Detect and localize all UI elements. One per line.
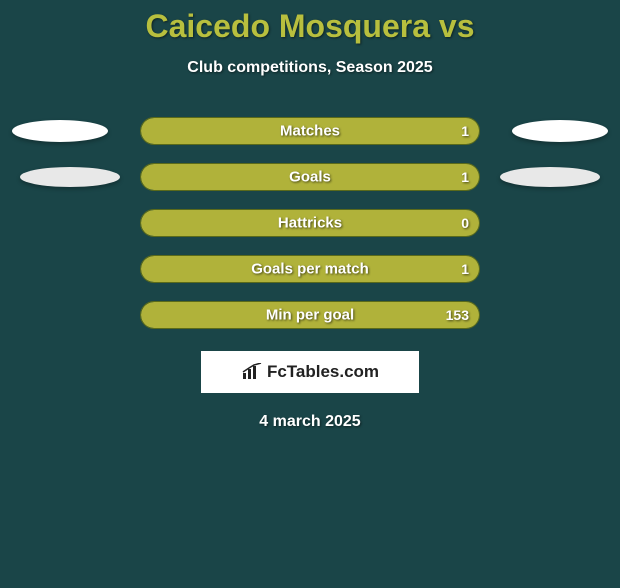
page-title: Caicedo Mosquera vs <box>0 8 620 45</box>
fctables-logo-box: FcTables.com <box>201 351 419 393</box>
stat-row: Min per goal 153 <box>0 301 620 331</box>
stats-area: Matches 1 Goals 1 Hattricks 0 Goals per … <box>0 117 620 331</box>
stat-row: Hattricks 0 <box>0 209 620 239</box>
logo-text-content: FcTables.com <box>267 362 379 382</box>
decoration-ellipse-right <box>512 120 608 142</box>
stat-label: Goals per match <box>251 261 369 278</box>
stat-label: Matches <box>280 123 340 140</box>
stat-value: 0 <box>461 215 469 231</box>
stat-label: Goals <box>289 169 331 186</box>
decoration-ellipse-right <box>500 167 600 187</box>
fctables-logo: FcTables.com <box>241 362 379 382</box>
logo-prefix: Fc <box>267 362 287 381</box>
stat-bar: Min per goal 153 <box>140 301 480 329</box>
stat-label: Hattricks <box>278 215 342 232</box>
stat-row: Goals per match 1 <box>0 255 620 285</box>
stat-value: 1 <box>461 169 469 185</box>
stat-row: Matches 1 <box>0 117 620 147</box>
stat-bar: Matches 1 <box>140 117 480 145</box>
stat-label: Min per goal <box>266 307 354 324</box>
date-text: 4 march 2025 <box>0 413 620 431</box>
stat-value: 153 <box>446 307 469 323</box>
decoration-ellipse-left <box>12 120 108 142</box>
stat-bar: Hattricks 0 <box>140 209 480 237</box>
stat-value: 1 <box>461 123 469 139</box>
logo-suffix: Tables.com <box>287 362 379 381</box>
chart-icon <box>241 363 263 381</box>
stat-bar: Goals per match 1 <box>140 255 480 283</box>
decoration-ellipse-left <box>20 167 120 187</box>
stat-row: Goals 1 <box>0 163 620 193</box>
subtitle: Club competitions, Season 2025 <box>0 59 620 77</box>
stat-bar: Goals 1 <box>140 163 480 191</box>
stat-value: 1 <box>461 261 469 277</box>
